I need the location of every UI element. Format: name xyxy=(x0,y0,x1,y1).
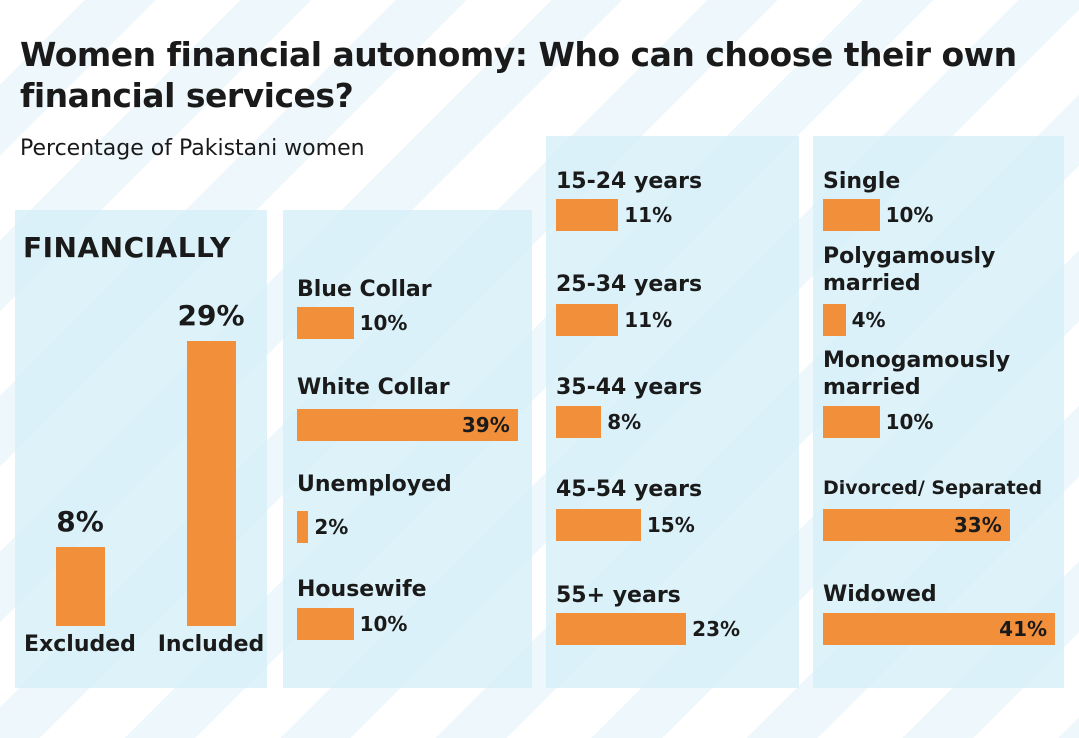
category-label-included: Included xyxy=(157,632,265,657)
bar-widowed xyxy=(823,613,1056,645)
value-label-included: 29% xyxy=(177,298,245,332)
category-label-housewife: Housewife xyxy=(297,577,427,602)
value-label-55-years: 23% xyxy=(692,617,741,641)
bar-blue-collar xyxy=(297,307,354,339)
bar-included xyxy=(186,340,236,626)
category-label-55-years: 55+ years xyxy=(556,583,681,608)
bar-15-24-years xyxy=(556,199,619,231)
category-label-single: Single xyxy=(823,169,901,194)
bar-housewife xyxy=(297,608,354,640)
bar-35-44-years xyxy=(556,406,602,438)
chart-title: Women financial autonomy: Who can choose… xyxy=(20,35,1017,115)
value-label-widowed: 41% xyxy=(999,617,1048,641)
bar-55-years xyxy=(556,613,687,645)
category-label-45-54-years: 45-54 years xyxy=(556,477,703,502)
category-label-polygamously-married: Polygamously married xyxy=(823,244,996,296)
value-label-25-34-years: 11% xyxy=(624,308,673,332)
category-label-divorced-separated: Divorced/ Separated xyxy=(823,477,1043,499)
value-label-45-54-years: 15% xyxy=(646,513,695,537)
value-label-blue-collar: 10% xyxy=(359,311,408,335)
value-label-white-collar: 39% xyxy=(461,413,510,437)
bar-monogamously-married xyxy=(823,406,880,438)
category-label-25-34-years: 25-34 years xyxy=(556,272,703,297)
bar-divorced-separated xyxy=(823,509,1010,541)
category-label-35-44-years: 35-44 years xyxy=(556,375,703,400)
category-label-blue-collar: Blue Collar xyxy=(297,277,432,302)
value-label-divorced-separated: 33% xyxy=(953,513,1002,537)
financially-heading: FINANCIALLY xyxy=(23,231,231,264)
category-label-monogamously-married: Monogamously married xyxy=(823,348,1011,400)
value-label-35-44-years: 8% xyxy=(607,410,642,434)
value-label-15-24-years: 11% xyxy=(624,203,673,227)
value-label-monogamously-married: 10% xyxy=(885,410,934,434)
value-label-excluded: 8% xyxy=(56,505,104,539)
category-label-widowed: Widowed xyxy=(823,582,937,607)
bar-25-34-years xyxy=(556,304,619,336)
bar-45-54-years xyxy=(556,509,641,541)
category-label-white-collar: White Collar xyxy=(297,375,450,400)
bar-single xyxy=(823,199,880,231)
category-label-excluded: Excluded xyxy=(24,632,136,657)
bar-excluded xyxy=(55,547,105,626)
bar-unemployed xyxy=(297,511,309,543)
category-label-15-24-years: 15-24 years xyxy=(556,169,703,194)
chart-subtitle: Percentage of Pakistani women xyxy=(20,136,365,161)
category-label-unemployed: Unemployed xyxy=(297,472,452,497)
value-label-unemployed: 2% xyxy=(314,515,349,539)
value-label-single: 10% xyxy=(885,203,934,227)
bar-white-collar xyxy=(297,409,518,441)
value-label-polygamously-married: 4% xyxy=(851,308,886,332)
bar-polygamously-married xyxy=(823,304,846,336)
value-label-housewife: 10% xyxy=(359,612,408,636)
